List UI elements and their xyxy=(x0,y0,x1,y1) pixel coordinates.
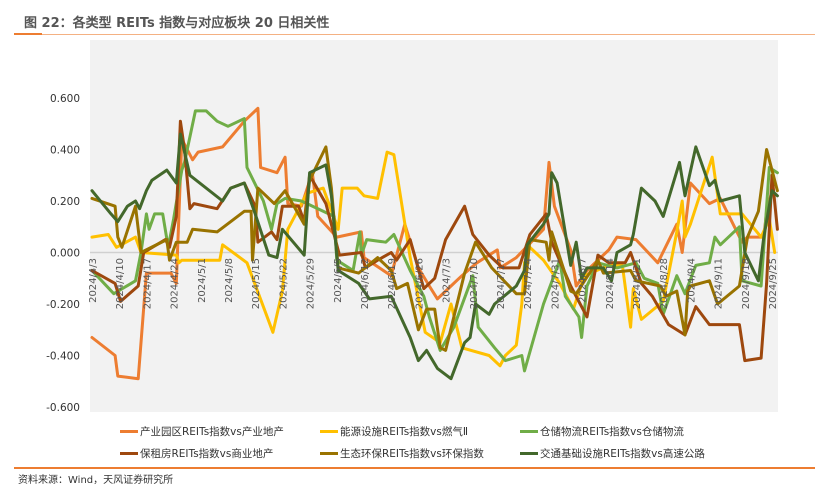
legend-item: 交通基础设施REITs指数vs高速公路 xyxy=(520,446,705,461)
legend-label: 保租房REITs指数vs商业地产 xyxy=(140,448,274,460)
title-divider xyxy=(14,34,815,35)
title-accent-bar xyxy=(14,33,42,35)
x-tick-label: 2024/7/24 xyxy=(523,258,534,309)
plot-area xyxy=(90,40,778,412)
x-tick-label: 2024/9/4 xyxy=(686,258,697,303)
legend-label: 生态环保REITs指数vs环保指数 xyxy=(340,448,484,460)
legend-swatch xyxy=(120,452,138,455)
x-tick-label: 2024/8/7 xyxy=(578,258,589,303)
legend-label: 能源设施REITs指数vs燃气Ⅱ xyxy=(340,426,469,438)
series-line-5 xyxy=(90,132,779,381)
x-tick-label: 2024/5/15 xyxy=(251,258,262,309)
legend-swatch xyxy=(520,430,538,433)
y-tick-label: -0.600 xyxy=(46,402,80,414)
legend-item: 产业园区REITs指数vs产业地产 xyxy=(120,424,284,439)
legend-label: 交通基础设施REITs指数vs高速公路 xyxy=(540,448,705,460)
legend-swatch xyxy=(120,430,138,433)
x-tick-label: 2024/7/31 xyxy=(550,258,561,309)
y-tick-label: 0.000 xyxy=(50,248,80,260)
x-tick-label: 2024/8/14 xyxy=(605,258,616,309)
x-tick-label: 2024/8/28 xyxy=(659,258,670,309)
x-tick-label: 2024/5/1 xyxy=(197,258,208,303)
x-tick-label: 2024/4/17 xyxy=(142,258,153,309)
x-tick-label: 2024/6/12 xyxy=(360,258,371,309)
x-tick-label: 2024/9/11 xyxy=(714,258,725,309)
legend-item: 仓储物流REITs指数vs仓储物流 xyxy=(520,424,684,439)
x-tick-label: 2024/6/19 xyxy=(387,258,398,309)
x-tick-label: 2024/7/3 xyxy=(442,258,453,303)
legend-swatch xyxy=(520,452,538,455)
y-axis: 0.600 0.400 0.200 0.000 -0.200 -0.400 -0.600 xyxy=(46,93,778,414)
y-tick-label: -0.200 xyxy=(46,299,80,311)
series-line-3 xyxy=(90,119,779,363)
x-tick-label: 2024/6/26 xyxy=(414,258,425,309)
x-tick-label: 2024/4/10 xyxy=(115,258,126,309)
x-tick-label: 2024/5/22 xyxy=(278,258,289,309)
x-tick-label: 2024/7/17 xyxy=(496,258,507,309)
legend-item: 保租房REITs指数vs商业地产 xyxy=(120,446,273,461)
x-tick-label: 2024/4/24 xyxy=(170,258,181,309)
legend-swatch xyxy=(320,430,338,433)
x-tick-label: 2024/6/5 xyxy=(333,258,344,303)
figure-title: 图 22：各类型 REITs 指数与对应板块 20 日相关性 xyxy=(24,16,330,31)
legend-label: 产业园区REITs指数vs产业地产 xyxy=(140,426,284,438)
x-axis: 2024/4/3 2024/4/10 2024/4/17 2024/4/24 2024/… xyxy=(88,258,779,309)
legend-item: 生态环保REITs指数vs环保指数 xyxy=(320,446,484,461)
series-line-4 xyxy=(90,145,779,352)
y-tick-label: 0.400 xyxy=(50,145,80,157)
legend-label: 仓储物流REITs指数vs仓储物流 xyxy=(540,426,684,438)
x-tick-label: 2024/5/8 xyxy=(224,258,235,303)
y-tick-label: -0.400 xyxy=(46,351,80,363)
y-tick-label: 0.600 xyxy=(50,93,80,105)
series-line-2 xyxy=(90,109,779,373)
x-tick-label: 2024/4/3 xyxy=(88,258,99,303)
source-note: 资料来源：Wind，天风证券研究所 xyxy=(18,475,174,486)
legend-item: 能源设施REITs指数vs燃气Ⅱ xyxy=(320,424,468,439)
x-tick-label: 2024/9/25 xyxy=(768,258,779,309)
x-tick-label: 2024/8/21 xyxy=(632,258,643,309)
x-tick-label: 2024/7/10 xyxy=(469,258,480,309)
y-tick-label: 0.200 xyxy=(50,196,80,208)
series-lines xyxy=(90,106,779,381)
legend-swatch xyxy=(320,452,338,455)
footer-divider xyxy=(14,467,815,469)
x-tick-label: 2024/5/29 xyxy=(306,258,317,309)
x-tick-label: 2024/9/18 xyxy=(741,258,752,309)
